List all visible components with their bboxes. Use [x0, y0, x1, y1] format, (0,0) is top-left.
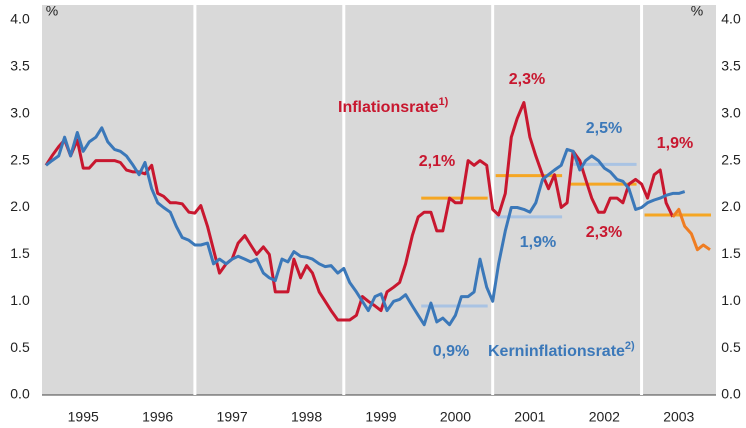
- y-unit: %: [46, 3, 58, 19]
- x-tick-label: 2003: [663, 409, 694, 425]
- x-tick-label: 2001: [514, 409, 545, 425]
- series-footnote: 2): [625, 340, 635, 352]
- y2-tick-label: 3.5: [721, 58, 741, 74]
- y-tick-label: 0.5: [10, 339, 30, 355]
- y2-tick-label: 2.0: [721, 198, 741, 214]
- plot-area: [42, 5, 716, 395]
- x-tick-label: 1997: [217, 409, 248, 425]
- y-tick-label: 3.5: [10, 58, 30, 74]
- average-label: 2,1%: [419, 153, 455, 170]
- x-tick-label: 1996: [142, 409, 173, 425]
- average-label: 1,9%: [520, 234, 556, 251]
- series-line: [44, 101, 675, 322]
- y-tick-label: 3.0: [10, 104, 30, 120]
- x-tick-label: 1995: [68, 409, 99, 425]
- x-tick-label: 2002: [589, 409, 620, 425]
- y2-tick-label: 1.5: [721, 245, 741, 261]
- y2-tick-label: 3.0: [721, 104, 741, 120]
- y2-tick-label: 2.5: [721, 151, 741, 167]
- y-tick-label: 2.5: [10, 151, 30, 167]
- y-tick-label: 1.5: [10, 245, 30, 261]
- y-tick-label: 0.0: [10, 386, 30, 402]
- series-annotation: Kerninflationsrate2): [488, 340, 635, 360]
- y2-tick-label: 4.0: [721, 11, 741, 27]
- average-label: 0,9%: [433, 343, 469, 360]
- series-line: [671, 207, 711, 252]
- average-label: 2,5%: [586, 120, 622, 137]
- x-tick-label: 2000: [440, 409, 471, 425]
- x-tick-label: 1998: [291, 409, 322, 425]
- average-label: 2,3%: [509, 71, 545, 88]
- y-tick-label: 2.0: [10, 198, 30, 214]
- y2-tick-label: 1.0: [721, 292, 741, 308]
- series-name: Inflationsrate: [338, 99, 439, 116]
- y-tick-label: 1.0: [10, 292, 30, 308]
- average-label: 2,3%: [586, 224, 622, 241]
- average-label: 1,9%: [657, 135, 693, 152]
- y2-tick-label: 0.5: [721, 339, 741, 355]
- series-name: Kerninflationsrate: [488, 343, 625, 360]
- y2-unit: %: [691, 3, 703, 19]
- series-annotation: Inflationsrate1): [338, 96, 449, 116]
- x-tick-label: 1999: [365, 409, 396, 425]
- series-line: [45, 126, 686, 327]
- y-tick-label: 4.0: [10, 11, 30, 27]
- series-footnote: 1): [438, 96, 448, 108]
- y2-tick-label: 0.0: [721, 386, 741, 402]
